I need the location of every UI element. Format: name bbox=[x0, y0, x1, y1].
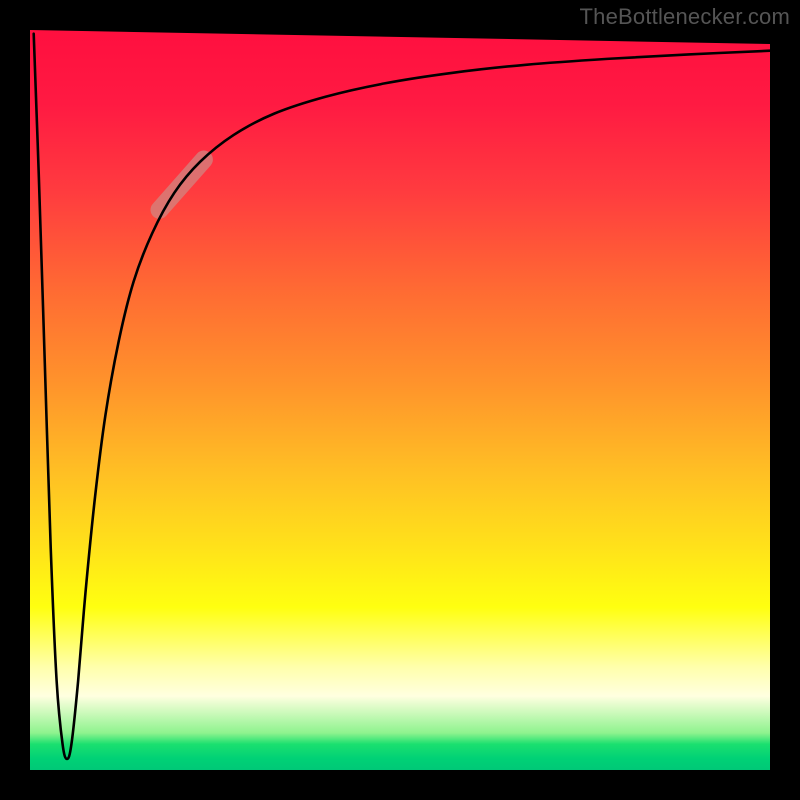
chart-container: TheBottlenecker.com bbox=[0, 0, 800, 800]
plot-svg bbox=[0, 0, 800, 800]
plot-background bbox=[30, 30, 770, 770]
watermark-text: TheBottlenecker.com bbox=[580, 4, 790, 30]
